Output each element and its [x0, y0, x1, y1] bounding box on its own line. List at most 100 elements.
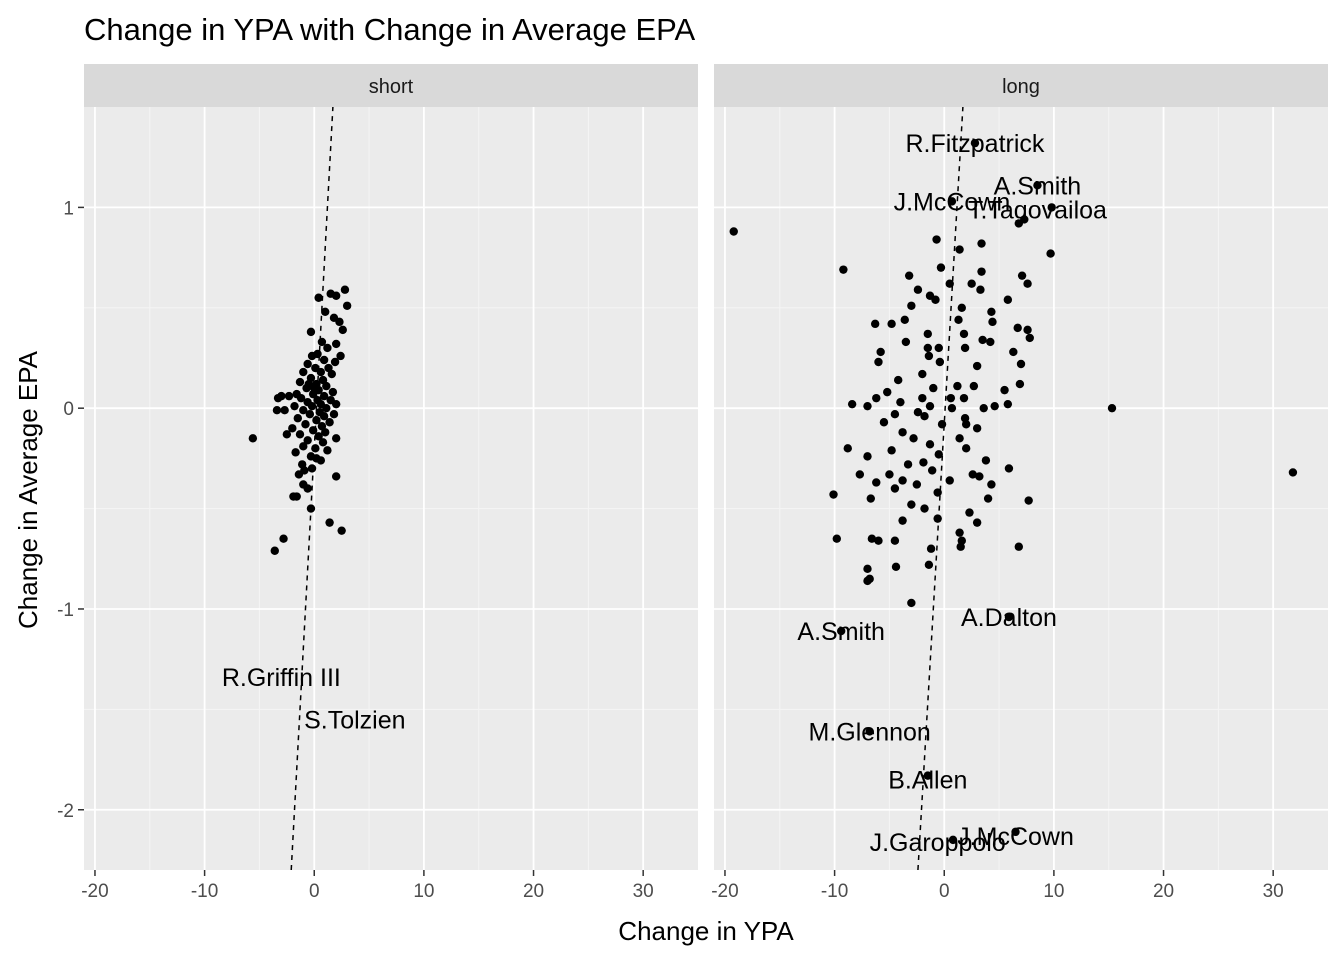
data-point	[926, 544, 936, 553]
point-label: J.Garoppolo	[870, 829, 1006, 857]
data-point	[987, 480, 996, 489]
data-point	[293, 414, 303, 423]
y-tick-label: -1	[57, 600, 74, 621]
data-point	[975, 472, 984, 481]
strip-background-short	[84, 64, 698, 107]
data-point	[919, 458, 928, 467]
data-point	[331, 339, 341, 349]
data-point	[945, 279, 954, 288]
data-point	[990, 401, 999, 411]
data-point	[970, 138, 980, 148]
panel-short: short R.Griffin III S.Tolzien	[84, 64, 698, 871]
data-point	[288, 424, 297, 433]
data-point	[1015, 379, 1025, 389]
data-point	[918, 369, 927, 379]
point-labels-long: R.FitzpatrickA.SmithJ.McCownT.Tagovailoa…	[797, 130, 1107, 857]
point-labels-short: R.Griffin III S.Tolzien	[222, 664, 406, 734]
data-point	[907, 301, 916, 310]
data-point	[303, 359, 312, 369]
data-point	[909, 434, 918, 443]
data-point	[314, 293, 323, 302]
data-point	[338, 325, 347, 335]
data-point	[903, 460, 913, 469]
data-point	[890, 536, 900, 545]
data-point	[832, 534, 841, 543]
chart-title: Change in YPA with Change in Average EPA	[84, 12, 696, 47]
data-point	[983, 494, 993, 503]
data-point	[331, 291, 341, 300]
data-point	[935, 357, 945, 367]
data-point	[319, 355, 329, 365]
data-point	[918, 393, 927, 403]
data-point	[955, 245, 964, 254]
data-point	[307, 464, 317, 473]
data-point	[907, 598, 916, 608]
points-short	[248, 285, 352, 555]
data-point	[961, 420, 971, 429]
data-point	[867, 534, 877, 543]
data-point	[847, 399, 857, 409]
data-point	[336, 351, 345, 361]
data-point	[279, 534, 288, 543]
data-point	[836, 626, 846, 636]
data-point	[913, 285, 923, 294]
data-point	[1025, 333, 1034, 343]
data-point	[1004, 612, 1014, 622]
data-point	[979, 403, 988, 413]
data-point	[934, 343, 943, 353]
data-point	[308, 426, 318, 435]
data-point	[270, 546, 279, 555]
data-point	[282, 430, 292, 439]
data-point	[945, 476, 954, 485]
data-point	[299, 442, 308, 451]
data-point	[291, 448, 300, 457]
trend-line	[917, 106, 964, 871]
data-point	[933, 514, 942, 523]
data-point	[1014, 542, 1024, 551]
data-point	[299, 367, 308, 377]
x-tick-label: 10	[413, 881, 434, 902]
data-point	[947, 403, 957, 413]
data-point	[977, 267, 986, 276]
data-point	[321, 307, 330, 317]
data-point	[1107, 403, 1117, 413]
data-point	[954, 315, 963, 325]
data-point	[1047, 203, 1056, 212]
data-point	[306, 504, 316, 513]
point-label: T.Tagovailoa	[968, 196, 1107, 224]
data-point	[925, 401, 935, 411]
data-point	[898, 476, 907, 485]
data-point	[1014, 219, 1024, 228]
data-point	[863, 401, 872, 411]
data-point	[898, 428, 907, 437]
data-point	[972, 518, 982, 527]
data-point	[976, 285, 985, 294]
data-point	[891, 562, 901, 572]
data-point	[887, 446, 896, 455]
data-point	[328, 387, 338, 397]
data-point	[866, 494, 875, 503]
data-point	[307, 401, 317, 411]
data-point	[321, 428, 330, 437]
data-point	[829, 490, 838, 499]
data-point	[972, 361, 982, 371]
data-point	[961, 444, 971, 453]
data-point	[303, 484, 312, 493]
data-point	[284, 391, 294, 401]
data-point	[913, 408, 923, 417]
data-point	[936, 263, 946, 272]
data-point	[322, 403, 331, 413]
data-point	[314, 432, 323, 441]
data-point	[1004, 464, 1014, 473]
data-point	[855, 470, 865, 479]
trend-line-long	[917, 106, 964, 871]
data-point	[972, 424, 982, 433]
point-label: M.Glennon	[809, 718, 931, 746]
data-point	[977, 239, 986, 248]
data-point	[863, 452, 872, 461]
data-point	[890, 484, 900, 493]
data-point	[280, 405, 289, 415]
data-point	[312, 416, 321, 425]
data-point	[1003, 295, 1013, 304]
data-point	[295, 377, 305, 387]
